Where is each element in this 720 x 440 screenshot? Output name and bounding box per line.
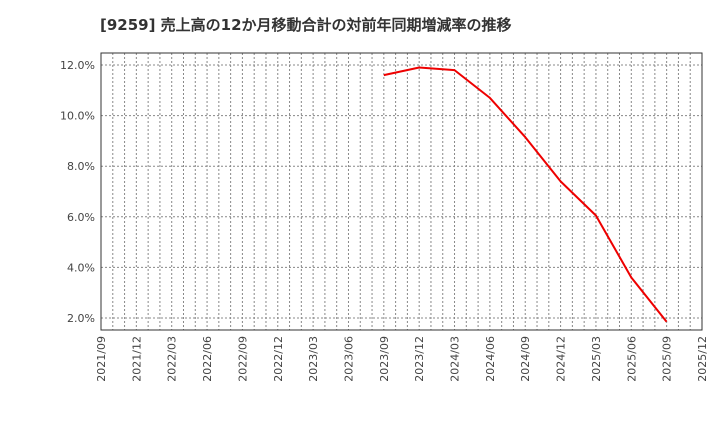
x-tick-label: 2023/03 — [307, 336, 320, 382]
x-tick-label: 2024/12 — [555, 336, 568, 382]
x-tick-label: 2022/03 — [166, 336, 179, 382]
x-tick-label: 2022/12 — [272, 336, 285, 382]
data-line — [383, 66, 668, 323]
y-axis-ticks: 2.0% 4.0% 6.0% 8.0% 10.0% 12.0% — [60, 59, 95, 325]
x-tick-label: 2025/12 — [696, 336, 709, 382]
x-tick-label: 2024/09 — [519, 336, 532, 382]
x-tick-label: 2024/03 — [449, 336, 462, 382]
x-tick-label: 2021/09 — [95, 336, 108, 382]
x-tick-label: 2021/12 — [130, 336, 143, 382]
x-tick-label: 2022/09 — [236, 336, 249, 382]
x-tick-label: 2023/09 — [378, 336, 391, 382]
x-tick-label: 2022/06 — [201, 336, 214, 382]
grid-lines — [101, 53, 702, 330]
y-tick-label: 12.0% — [60, 59, 95, 72]
y-tick-label: 4.0% — [67, 261, 95, 274]
x-tick-label: 2025/03 — [590, 336, 603, 382]
x-tick-label: 2025/09 — [661, 336, 674, 382]
x-tick-label: 2024/06 — [484, 336, 497, 382]
y-tick-label: 6.0% — [67, 211, 95, 224]
plot-area-frame — [100, 52, 703, 331]
x-tick-label: 2025/06 — [625, 336, 638, 382]
x-tick-label: 2023/06 — [342, 336, 355, 382]
x-tick-label: 2023/12 — [413, 336, 426, 382]
y-tick-label: 10.0% — [60, 110, 95, 123]
y-tick-label: 8.0% — [67, 160, 95, 173]
chart-title: [9259] 売上高の12か月移動合計の対前年同期増減率の推移 — [100, 16, 512, 34]
x-axis-ticks: 2021/09 2021/12 2022/03 2022/06 2022/09 2022/… — [95, 336, 709, 382]
y-tick-label: 2.0% — [67, 312, 95, 325]
